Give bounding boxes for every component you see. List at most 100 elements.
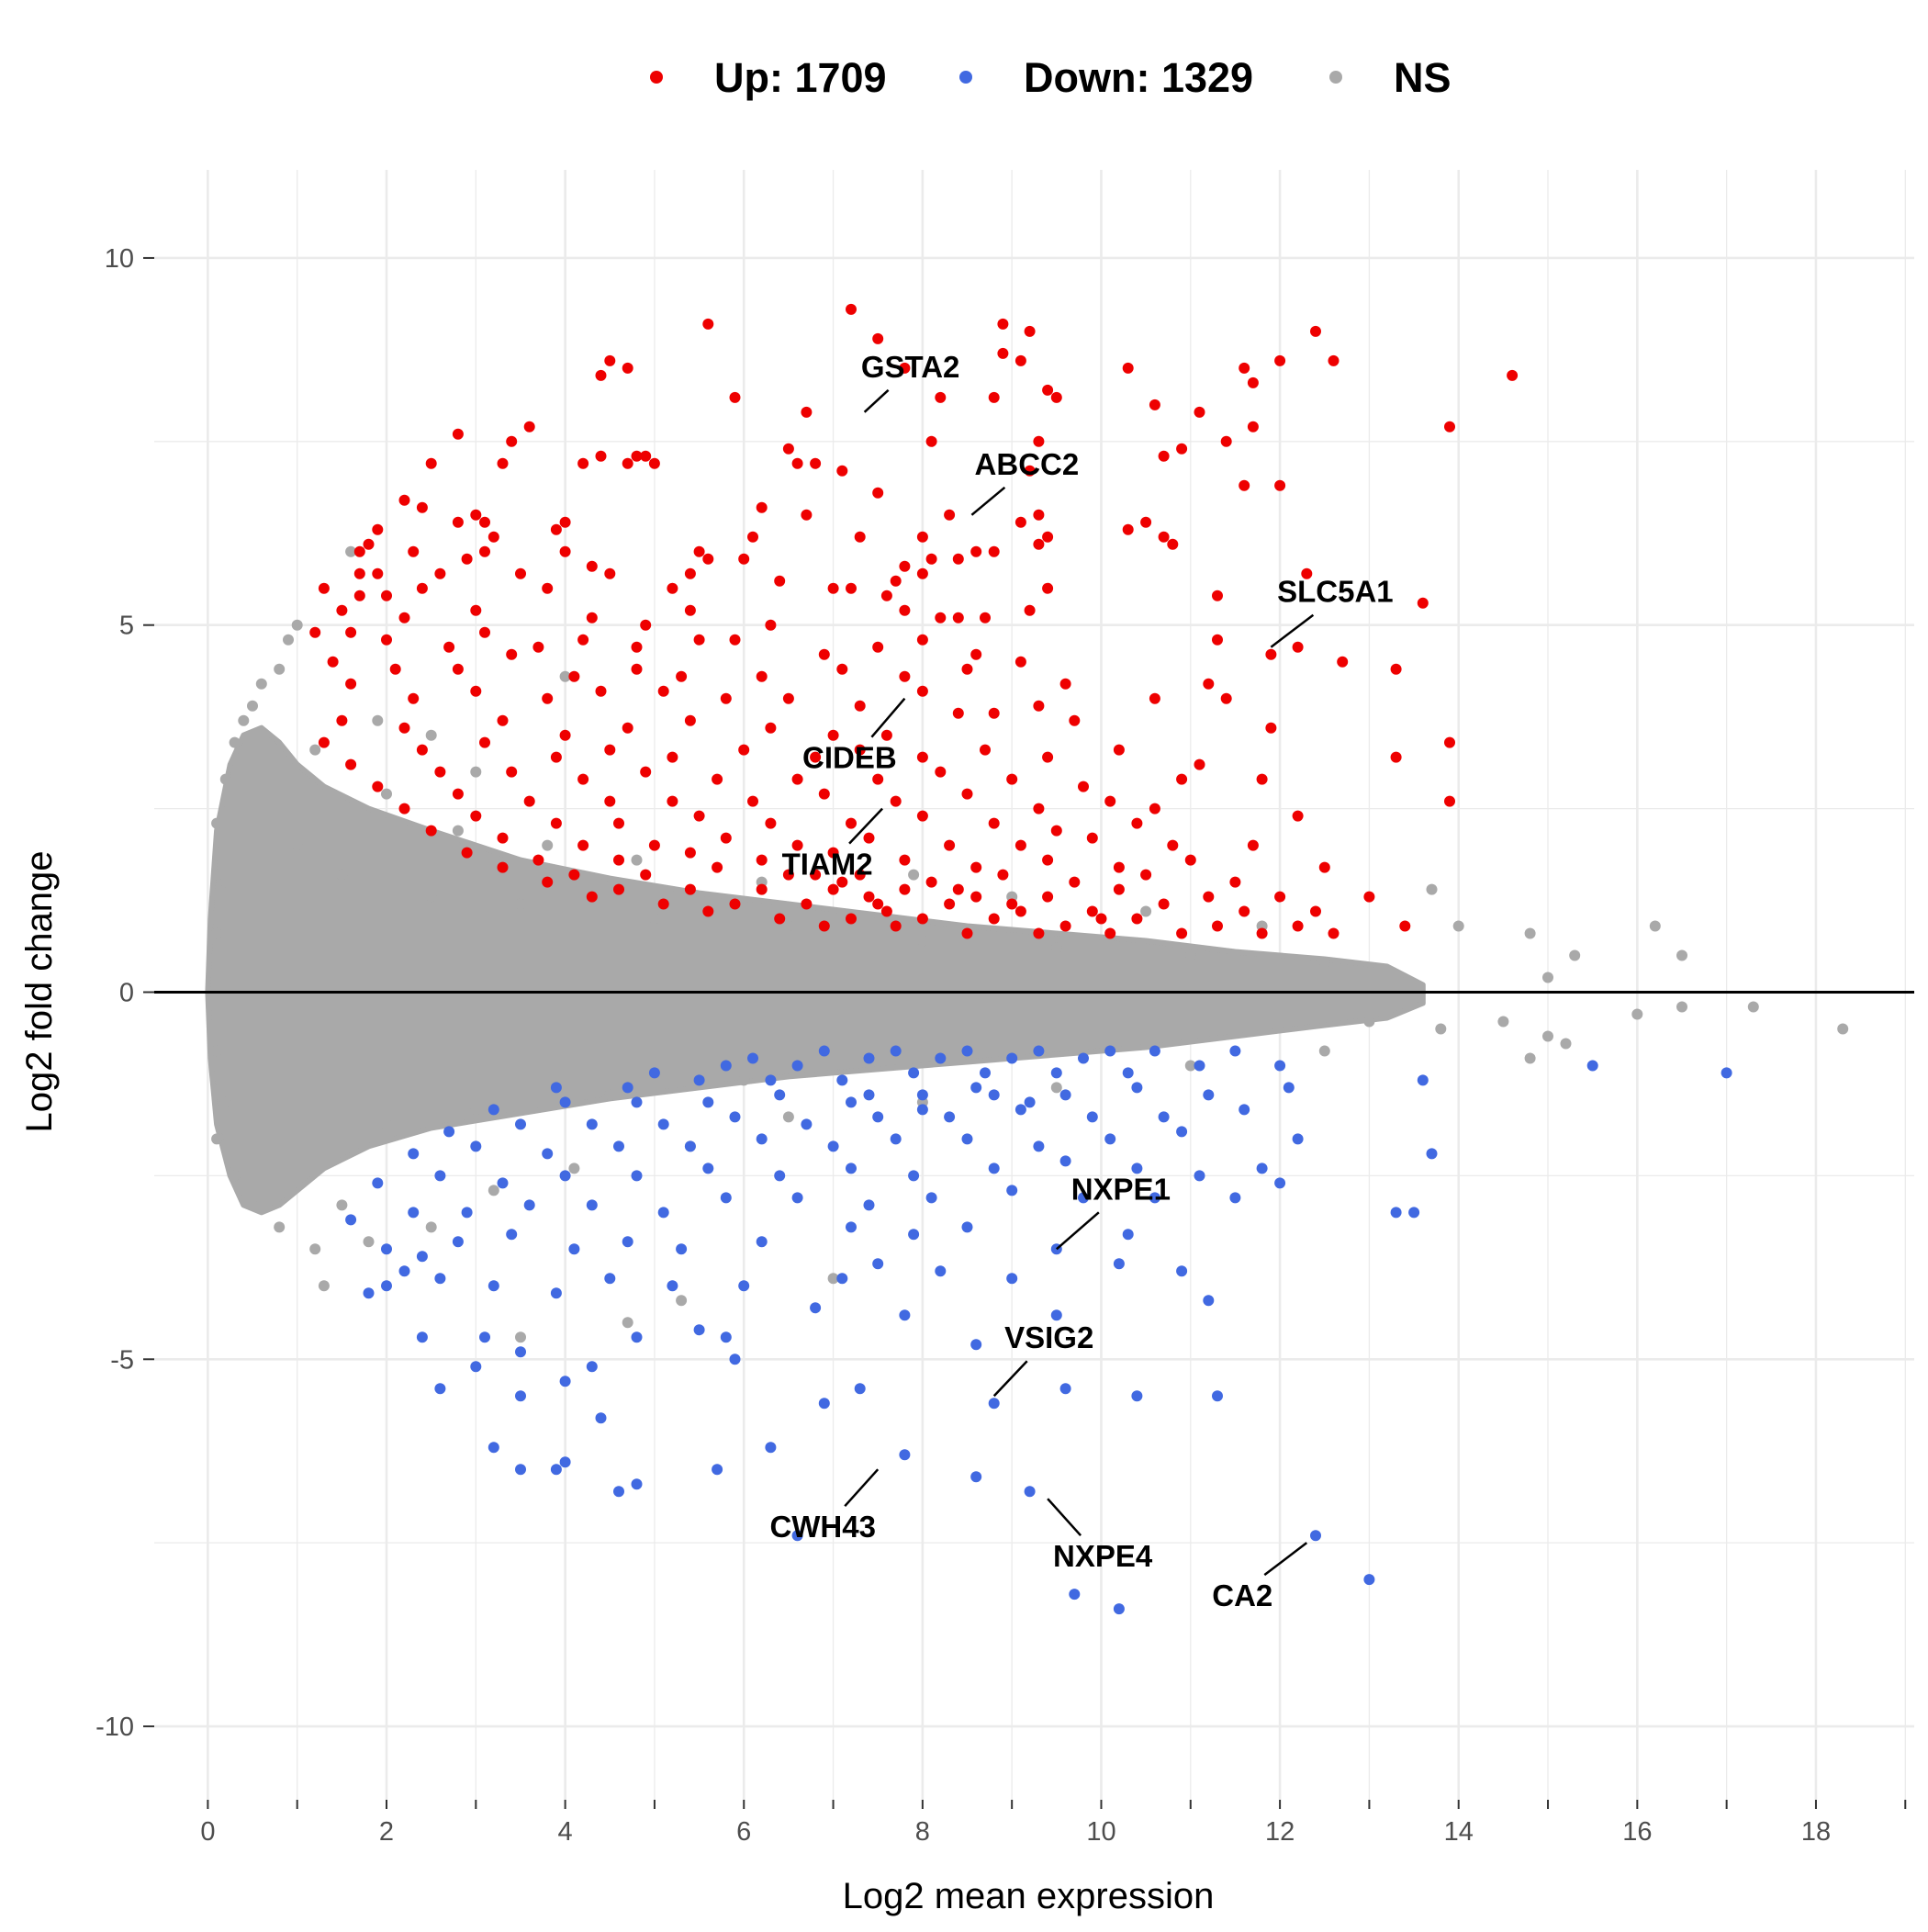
y-tick-label: 0	[119, 978, 134, 1007]
ns-point	[559, 670, 571, 682]
up-point	[398, 612, 410, 623]
up-point	[631, 663, 643, 675]
up-point	[846, 817, 857, 829]
down-point	[961, 1133, 973, 1145]
gene-label: TIAM2	[782, 848, 873, 882]
up-point	[1095, 913, 1107, 925]
up-point	[577, 773, 589, 785]
down-point	[872, 1258, 884, 1270]
down-point	[408, 1148, 420, 1160]
annotation-leader	[848, 807, 883, 845]
x-axis-title: Log2 mean expression	[843, 1876, 1215, 1916]
ns-point	[568, 1163, 580, 1174]
up-point	[523, 795, 535, 807]
down-point	[899, 1449, 911, 1461]
down-point	[1229, 1045, 1241, 1057]
down-point	[908, 1229, 920, 1241]
up-point	[1006, 773, 1018, 785]
up-point	[398, 803, 410, 814]
down-point	[631, 1478, 643, 1490]
ns-point	[425, 891, 437, 903]
up-point	[550, 751, 562, 763]
down-point	[1113, 1603, 1125, 1615]
down-point	[1194, 1170, 1205, 1182]
ns-point	[1747, 1001, 1759, 1013]
up-point	[1014, 839, 1026, 851]
annotation-leader	[863, 388, 890, 413]
up-point	[827, 729, 839, 741]
ns-point	[219, 876, 231, 888]
up-point	[702, 553, 714, 565]
up-point	[1292, 641, 1304, 653]
up-point	[586, 612, 598, 623]
down-point	[461, 1207, 473, 1219]
up-point	[1149, 803, 1160, 814]
down-point	[1586, 1060, 1598, 1072]
down-point	[1050, 1309, 1062, 1321]
ns-point	[425, 729, 437, 741]
ns-point	[219, 773, 231, 785]
down-point	[622, 1082, 633, 1094]
up-point	[372, 523, 384, 535]
up-point	[1149, 399, 1160, 410]
down-point	[925, 1192, 937, 1204]
up-point	[1399, 920, 1411, 932]
ns-point	[238, 714, 250, 726]
up-point	[1247, 839, 1259, 851]
up-point	[434, 766, 446, 778]
down-point	[854, 1383, 866, 1395]
ns-point	[1452, 920, 1464, 932]
up-point	[318, 736, 330, 748]
down-point	[381, 1280, 392, 1292]
up-point	[604, 744, 616, 756]
up-point	[542, 876, 554, 888]
down-point	[1104, 1133, 1116, 1145]
up-point	[452, 663, 464, 675]
down-point	[970, 1471, 982, 1483]
down-point	[1131, 1390, 1143, 1402]
down-point	[1194, 1060, 1205, 1072]
down-point	[988, 1089, 1000, 1101]
down-point	[1229, 1192, 1241, 1204]
ns-point	[1050, 1082, 1062, 1094]
x-tick-label: 18	[1801, 1817, 1831, 1847]
up-point	[872, 641, 884, 653]
up-point	[756, 883, 768, 895]
up-point	[1024, 604, 1036, 616]
down-point	[747, 1052, 758, 1064]
up-point	[1042, 891, 1054, 903]
down-point	[863, 1052, 875, 1064]
up-point	[613, 854, 624, 866]
up-point	[1033, 927, 1045, 939]
up-point	[559, 729, 571, 741]
down-point	[595, 1412, 607, 1424]
legend-key	[650, 71, 663, 84]
up-point	[890, 920, 902, 932]
down-point	[1006, 1273, 1018, 1285]
up-point	[916, 634, 928, 646]
up-point	[532, 854, 544, 866]
ns-point	[211, 1133, 223, 1145]
up-point	[1184, 854, 1196, 866]
up-point	[372, 781, 384, 792]
up-point	[944, 898, 956, 910]
up-point	[1113, 861, 1125, 873]
up-point	[756, 501, 768, 513]
ns-point	[255, 678, 267, 690]
up-point	[1239, 362, 1250, 374]
up-point	[1212, 590, 1223, 601]
up-point	[944, 509, 956, 521]
down-point	[765, 1442, 777, 1454]
down-point	[961, 1045, 973, 1057]
down-point	[980, 1067, 991, 1079]
up-point	[1310, 325, 1321, 337]
down-point	[846, 1096, 857, 1108]
ns-point	[1631, 1008, 1643, 1020]
up-point	[497, 861, 509, 873]
down-point	[515, 1464, 526, 1476]
ns-point	[1497, 1016, 1509, 1028]
annotation-leader	[870, 697, 906, 738]
up-point	[1212, 920, 1223, 932]
gene-label: CWH43	[769, 1510, 876, 1544]
up-point	[1050, 825, 1062, 837]
